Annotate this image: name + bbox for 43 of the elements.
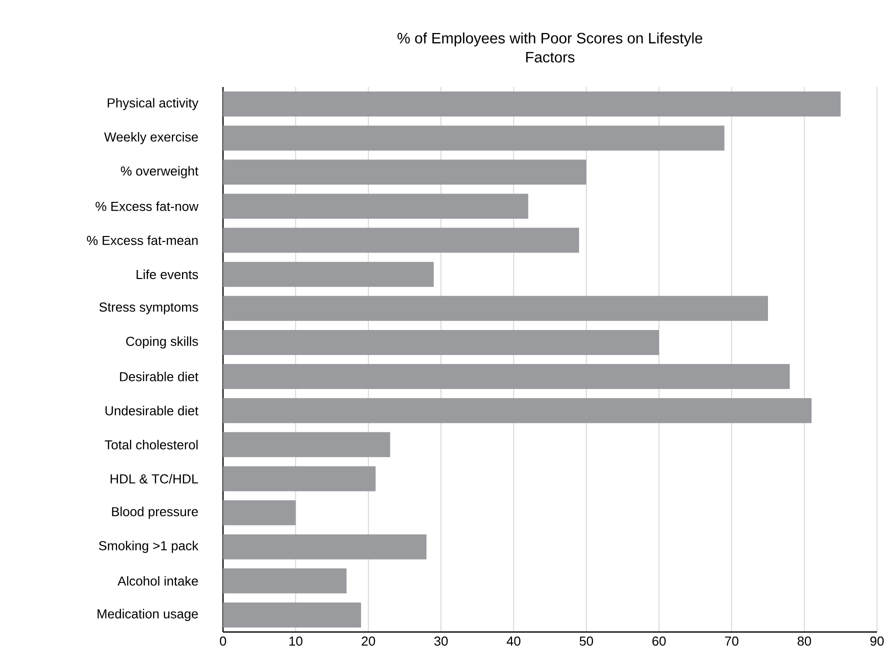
y-tick-label: HDL & TC/HDL	[110, 474, 198, 484]
x-tick-label: 70	[725, 636, 738, 646]
y-tick-label: % Excess fat-mean	[86, 236, 198, 246]
x-tick-label: 20	[362, 636, 376, 646]
y-tick-label: Blood pressure	[112, 506, 198, 519]
bar	[223, 534, 426, 560]
y-tick-label: Stress symptoms	[99, 302, 198, 314]
bar	[223, 398, 812, 424]
y-tick-label: Life events	[136, 270, 198, 280]
bar	[223, 262, 434, 287]
chart-title: % of Employees with Poor Scores on Lifestyle Factors	[398, 32, 702, 62]
x-tick-label: 30	[434, 636, 448, 646]
x-tick-label: 50	[580, 636, 594, 646]
bar	[223, 92, 841, 117]
bar	[223, 500, 296, 526]
y-tick-label: Weekly exercise	[104, 132, 198, 144]
y-tick-label: Medication usage	[98, 608, 198, 622]
bar	[223, 228, 580, 253]
bar	[223, 160, 586, 185]
bar	[223, 466, 376, 492]
y-tick-label: Smoking >1 pack	[98, 540, 198, 553]
bar	[223, 602, 362, 628]
bar	[223, 330, 659, 355]
x-tick-label: 0	[220, 636, 226, 646]
x-tick-label: 10	[289, 636, 302, 646]
y-tick-label: Alcohol intake	[118, 576, 198, 586]
x-tick-label: 90	[870, 636, 884, 646]
y-tick-label: Coping skills	[126, 336, 198, 349]
bar	[223, 296, 768, 321]
y-tick-label: % Excess fat-now	[96, 201, 198, 211]
bar	[223, 126, 724, 151]
y-tick-label: Undesirable diet	[106, 406, 198, 416]
bar	[223, 568, 347, 594]
y-tick-label: Desirable diet	[120, 372, 198, 382]
y-tick-label: % overweight	[120, 166, 198, 178]
x-tick-label: 80	[798, 636, 812, 646]
x-tick-label: 40	[506, 636, 520, 646]
y-tick-label: Physical activity	[108, 98, 198, 110]
bar	[223, 364, 790, 390]
y-tick-label: Total cholesterol	[104, 440, 198, 450]
bar	[223, 194, 528, 219]
x-tick-label: 60	[652, 636, 666, 646]
bar	[223, 432, 390, 458]
